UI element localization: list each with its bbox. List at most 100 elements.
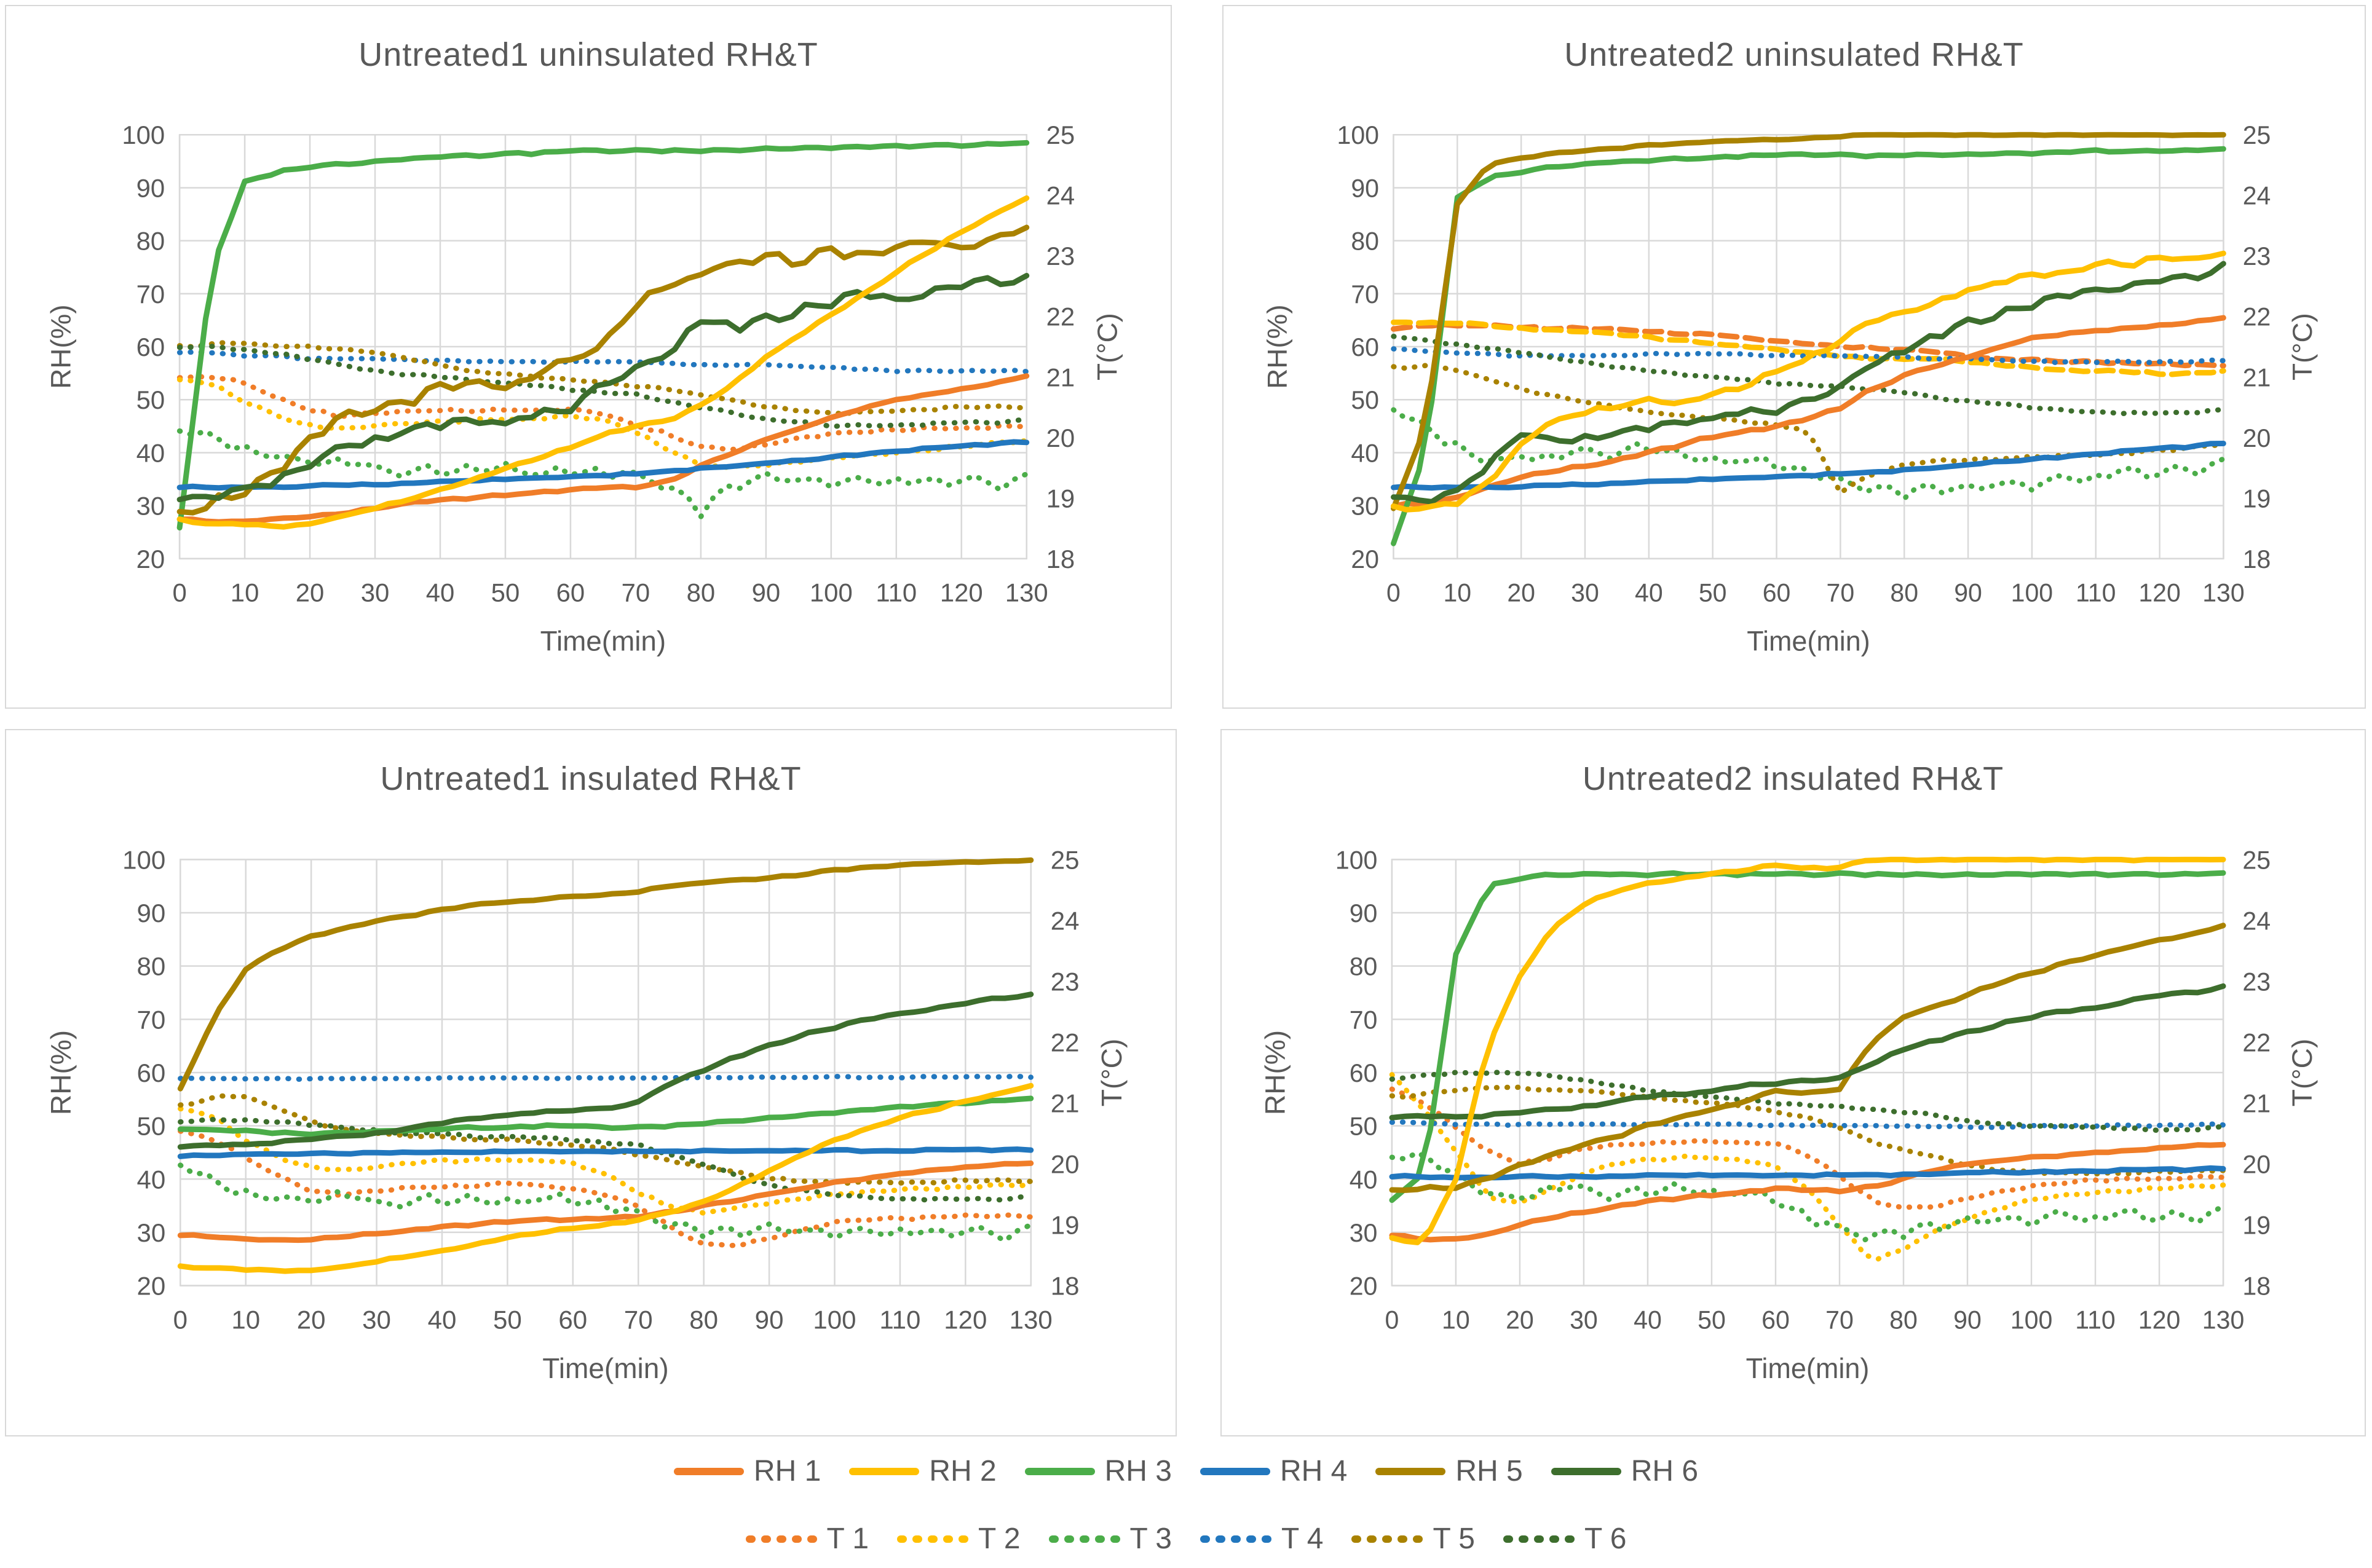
x-axis-tick: 100 xyxy=(2010,1305,2053,1334)
y-axis-tick-right: 21 xyxy=(1046,363,1075,392)
y-axis-tick-left: 40 xyxy=(1350,1165,1378,1194)
y-axis-tick-right: 20 xyxy=(2243,423,2271,452)
y-axis-tick-left: 70 xyxy=(1351,279,1379,308)
dashed-line-swatch-icon xyxy=(1351,1535,1423,1543)
y-axis-title-right: T(°C) xyxy=(2287,313,2317,380)
y-axis-title-left: RH(%) xyxy=(45,304,77,388)
x-axis-tick: 40 xyxy=(428,1306,457,1334)
x-axis-tick: 90 xyxy=(1953,1305,1982,1334)
y-axis-tick-left: 20 xyxy=(137,1272,166,1301)
legend-item-t-5: T 5 xyxy=(1351,1522,1475,1556)
chart-panel-untreated1-insulated: Untreated1 insulated RH&T 20 30 40 50 60 70 80… xyxy=(5,729,1177,1436)
x-axis-tick: 100 xyxy=(813,1306,856,1334)
y-axis-tick-right: 22 xyxy=(1046,302,1075,331)
legend-label: T 4 xyxy=(1281,1523,1324,1555)
x-axis-tick: 30 xyxy=(1571,578,1599,607)
series-path-t-6 xyxy=(1391,333,2226,417)
x-axis-tick: 50 xyxy=(1699,578,1727,607)
legend-item-rh-4: RH 4 xyxy=(1200,1454,1347,1488)
plot-area-untreated2-insulated: 20 30 40 50 60 70 80 90 100 18 19 20 21 22 23 24 25 0 10 20… xyxy=(1260,845,2318,1384)
legend-item-rh-3: RH 3 xyxy=(1024,1454,1172,1488)
x-axis-tick: 90 xyxy=(752,578,781,607)
y-axis-tick-left: 80 xyxy=(137,952,166,981)
solid-line-swatch-icon xyxy=(673,1467,744,1475)
series-path-t-1 xyxy=(178,1128,1034,1248)
series-path-rh-2 xyxy=(176,195,1030,530)
y-axis-title-left: RH(%) xyxy=(45,1030,77,1115)
x-axis-tick: 60 xyxy=(556,578,585,607)
series-path-t-3 xyxy=(1389,1149,2226,1243)
y-axis-tick-right: 25 xyxy=(1051,845,1080,874)
x-axis-tick: 20 xyxy=(297,1306,326,1334)
y-axis-tick-left: 90 xyxy=(1350,899,1378,928)
series-path-t-6 xyxy=(178,1117,1034,1203)
plot-area-untreated2-uninsulated: 20 30 40 50 60 70 80 90 100 18 19 20 21 22 23 24 25 0 10 20… xyxy=(1262,120,2318,657)
y-axis-tick-left: 50 xyxy=(1350,1111,1378,1141)
legend-label: T 5 xyxy=(1433,1523,1475,1555)
x-axis-tick: 10 xyxy=(1442,1305,1470,1334)
x-axis-tick: 120 xyxy=(944,1306,987,1334)
series-path-rh-5 xyxy=(176,224,1030,516)
y-axis-tick-left: 30 xyxy=(1351,491,1379,520)
y-axis-tick-right: 24 xyxy=(2243,181,2271,210)
series-path-rh-5 xyxy=(1389,923,2226,1193)
y-axis-tick-right: 23 xyxy=(1051,967,1080,996)
series-path-rh-3 xyxy=(176,140,1030,531)
y-axis-tick-left: 90 xyxy=(1351,173,1379,202)
x-axis-tick: 30 xyxy=(1570,1305,1598,1334)
y-axis-tick-left: 100 xyxy=(1335,845,1378,875)
legend-item-t-3: T 3 xyxy=(1048,1522,1172,1556)
series-path-t-3 xyxy=(178,1162,1034,1244)
series-path-rh-4 xyxy=(1389,1165,2226,1181)
x-axis-tick: 130 xyxy=(2202,1305,2245,1334)
y-axis-title-left: RH(%) xyxy=(1260,1030,1291,1115)
x-axis-tick: 80 xyxy=(687,578,716,607)
series-path-t-5 xyxy=(176,340,1029,417)
series-path-t-2 xyxy=(178,1106,1034,1216)
y-axis-title-right: T(°C) xyxy=(1091,313,1123,380)
solid-line-swatch-icon xyxy=(849,1467,920,1475)
y-axis-title-left: RH(%) xyxy=(1262,304,1292,388)
chart-title: Untreated1 uninsulated RH&T xyxy=(358,36,818,73)
x-axis-tick: 30 xyxy=(362,1306,391,1334)
x-axis-tick: 110 xyxy=(876,578,917,607)
series-path-t-6 xyxy=(1389,1070,2226,1133)
axis-tick-labels: 20 30 40 50 60 70 80 90 100 18 19 20 21 22 23 24 25 0 10 20… xyxy=(122,845,1079,1334)
x-axis-tick: 130 xyxy=(2202,578,2244,607)
x-axis-tick: 10 xyxy=(231,578,259,607)
x-axis-tick: 30 xyxy=(361,578,390,607)
y-axis-tick-left: 40 xyxy=(137,1165,166,1194)
x-axis-title: Time(min) xyxy=(1747,625,1870,657)
y-axis-tick-right: 22 xyxy=(2243,302,2271,331)
y-axis-tick-left: 60 xyxy=(1351,333,1379,361)
series-path-rh-4 xyxy=(1391,441,2226,491)
y-axis-tick-right: 25 xyxy=(2243,120,2271,149)
y-axis-title-right: T(°C) xyxy=(2287,1039,2317,1107)
chart-title: Untreated2 uninsulated RH&T xyxy=(1564,36,2024,73)
y-axis-tick-left: 70 xyxy=(1350,1005,1378,1034)
y-axis-tick-left: 30 xyxy=(137,1218,166,1247)
series-path-t-4 xyxy=(178,1073,1034,1082)
x-axis-title: Time(min) xyxy=(540,625,666,656)
legend-item-rh-5: RH 5 xyxy=(1375,1454,1523,1488)
series-path-t-4 xyxy=(1389,1119,2226,1130)
series-path-rh-4 xyxy=(177,1146,1034,1159)
y-axis-tick-right: 24 xyxy=(2242,906,2271,936)
y-axis-tick-left: 30 xyxy=(1350,1218,1378,1248)
dashed-line-swatch-icon xyxy=(1503,1535,1575,1543)
y-axis-tick-right: 19 xyxy=(2243,484,2271,513)
series-path-rh-6 xyxy=(176,272,1030,503)
x-axis-tick: 10 xyxy=(231,1306,260,1334)
y-axis-tick-right: 18 xyxy=(2243,544,2271,573)
x-axis-tick: 50 xyxy=(491,578,520,607)
y-axis-tick-right: 18 xyxy=(2242,1271,2271,1301)
x-axis-tick: 60 xyxy=(1761,1305,1790,1334)
x-axis-tick: 0 xyxy=(173,1306,188,1334)
y-axis-tick-left: 60 xyxy=(137,1058,166,1087)
series-path-rh-5 xyxy=(1391,132,2226,511)
y-axis-tick-left: 50 xyxy=(137,1112,166,1141)
x-axis-tick: 60 xyxy=(1763,578,1791,607)
y-axis-tick-right: 18 xyxy=(1051,1272,1080,1301)
y-axis-tick-right: 19 xyxy=(1046,484,1075,513)
series-path-rh-3 xyxy=(177,1095,1034,1138)
